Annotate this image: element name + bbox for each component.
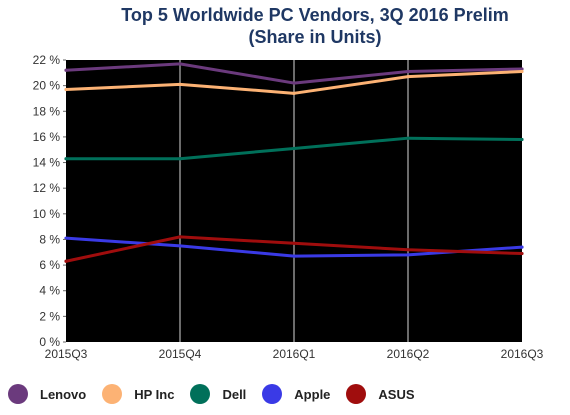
y-tick-label: 12 % bbox=[33, 181, 61, 195]
data-point-asus-2015Q3 bbox=[64, 259, 68, 263]
legend-item-hp-inc: HP Inc bbox=[102, 384, 174, 404]
data-point-apple-2016Q2 bbox=[406, 253, 410, 257]
series-lines bbox=[64, 62, 524, 263]
y-tick-label: 4 % bbox=[39, 284, 60, 298]
legend-swatch-apple bbox=[262, 384, 283, 404]
data-point-dell-2015Q3 bbox=[64, 157, 68, 161]
legend-label-apple: Apple bbox=[294, 386, 331, 402]
legend-swatch-asus bbox=[346, 384, 367, 404]
data-point-lenovo-2015Q3 bbox=[64, 68, 68, 72]
legend-item-lenovo: Lenovo bbox=[8, 384, 86, 404]
data-point-asus-2015Q4 bbox=[178, 235, 182, 239]
x-tick-label: 2015Q3 bbox=[45, 347, 88, 361]
y-tick-label: 8 % bbox=[39, 232, 60, 246]
data-point-apple-2015Q4 bbox=[178, 244, 182, 248]
x-tick-label: 2015Q4 bbox=[159, 347, 202, 361]
x-axis-ticks: 2015Q3 2015Q4 2016Q1 2016Q2 2016Q3 bbox=[45, 347, 544, 361]
legend: Lenovo HP Inc Dell Apple ASUS bbox=[8, 382, 431, 406]
legend-item-dell: Dell bbox=[190, 384, 246, 404]
data-point-hp-inc-2015Q3 bbox=[64, 87, 68, 92]
line-chart: 0 % 2 % 4 % 6 % 8 % 10 % 12 % 14 % 16 % 18 % 20 % 2… bbox=[33, 53, 544, 361]
y-tick-label: 10 % bbox=[33, 207, 61, 221]
x-tick-label: 2016Q2 bbox=[387, 347, 430, 361]
chart-subtitle: (Share in Units) bbox=[248, 27, 382, 47]
data-point-hp-inc-2016Q3 bbox=[520, 69, 524, 74]
legend-swatch-lenovo bbox=[8, 384, 28, 404]
y-tick-label: 20 % bbox=[33, 79, 61, 93]
legend-label-asus: ASUS bbox=[378, 386, 415, 402]
chart-title-line: Top 5 Worldwide PC Vendors, 3Q 2016 Prel… bbox=[121, 5, 509, 25]
data-point-asus-2016Q1 bbox=[292, 241, 296, 245]
y-axis-ticks: 0 % 2 % 4 % 6 % 8 % 10 % 12 % 14 % 16 % 18 % 20 % 2… bbox=[33, 53, 66, 349]
grid-lines bbox=[179, 60, 409, 342]
data-point-lenovo-2016Q1 bbox=[292, 81, 296, 85]
x-tick-label: 2016Q3 bbox=[501, 347, 544, 361]
legend-label-lenovo: Lenovo bbox=[40, 386, 87, 402]
x-tick-label: 2016Q1 bbox=[273, 347, 316, 361]
data-point-apple-2016Q3 bbox=[520, 245, 524, 249]
data-point-dell-2015Q4 bbox=[178, 157, 182, 161]
data-point-lenovo-2016Q2 bbox=[406, 69, 410, 74]
data-point-lenovo-2015Q4 bbox=[178, 62, 182, 66]
legend-item-apple: Apple bbox=[262, 384, 330, 404]
y-tick-label: 2 % bbox=[39, 309, 60, 323]
legend-label-dell: Dell bbox=[222, 386, 247, 402]
y-tick-label: 16 % bbox=[33, 130, 61, 144]
data-point-asus-2016Q3 bbox=[520, 251, 524, 256]
y-tick-label: 14 % bbox=[33, 156, 61, 170]
data-point-asus-2016Q2 bbox=[406, 248, 410, 252]
legend-swatch-hp-inc bbox=[102, 384, 123, 404]
data-point-dell-2016Q1 bbox=[292, 146, 296, 151]
data-point-hp-inc-2016Q2 bbox=[406, 75, 410, 79]
y-tick-label: 18 % bbox=[33, 104, 61, 118]
legend-item-asus: ASUS bbox=[346, 384, 415, 404]
data-point-hp-inc-2015Q4 bbox=[178, 82, 182, 86]
chart-title: Top 5 Worldwide PC Vendors, 3Q 2016 Prel… bbox=[60, 4, 570, 48]
y-tick-label: 0 % bbox=[39, 335, 60, 349]
data-point-lenovo-2016Q3 bbox=[520, 67, 524, 71]
legend-swatch-dell bbox=[190, 384, 211, 404]
data-point-dell-2016Q3 bbox=[520, 137, 524, 142]
y-tick-label: 6 % bbox=[39, 258, 60, 272]
legend-label-hp-inc: HP Inc bbox=[134, 386, 175, 402]
data-point-apple-2016Q1 bbox=[292, 254, 296, 258]
data-point-hp-inc-2016Q1 bbox=[292, 91, 296, 95]
data-point-dell-2016Q2 bbox=[406, 136, 410, 140]
y-tick-label: 22 % bbox=[33, 53, 61, 67]
